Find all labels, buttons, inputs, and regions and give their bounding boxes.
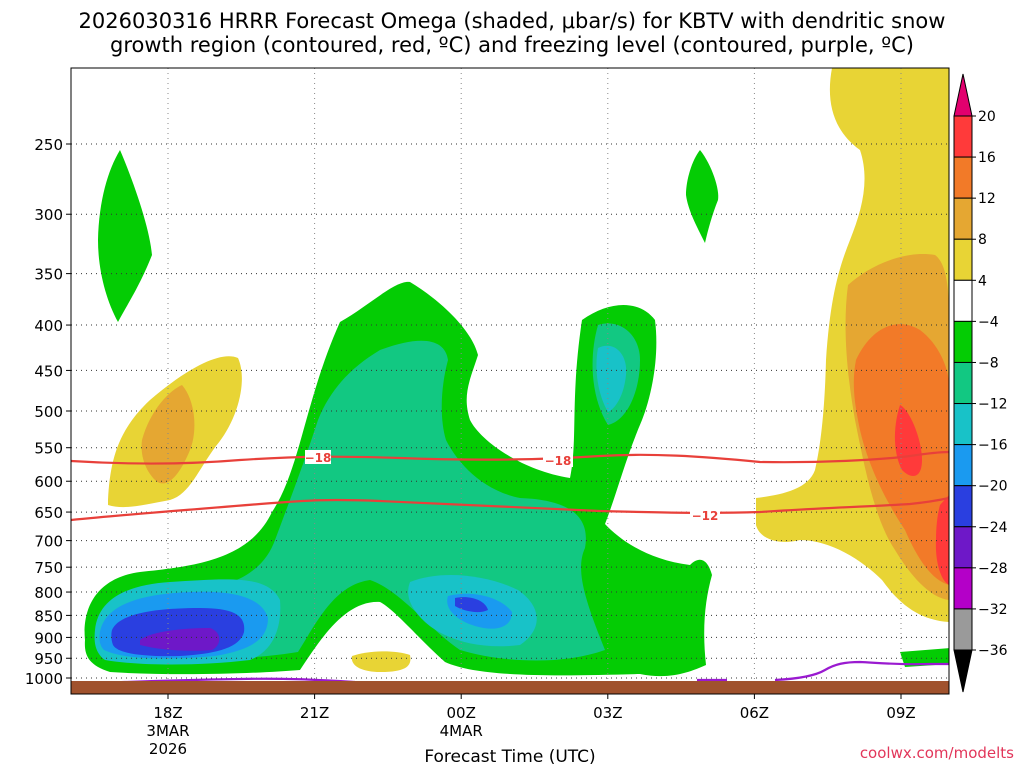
y-tick-label-450: 450 <box>34 362 63 380</box>
colorbar-cell-0 <box>953 115 973 158</box>
y-tick-label-550: 550 <box>34 440 63 458</box>
colorbar-cell-4 <box>953 279 973 322</box>
y-tick-label-700: 700 <box>34 533 63 551</box>
colorbar-label-0: 20 <box>978 109 996 125</box>
chart-title-line1: 2026030316 HRRR Forecast Omega (shaded, … <box>79 9 946 33</box>
x-tick-label-09Z: 09Z <box>886 704 915 722</box>
ground-surface <box>71 681 949 694</box>
colorbar-label-11: −28 <box>978 561 1008 577</box>
credit-text: coolwx.com/modelts <box>860 744 1014 762</box>
colorbar-cell-7 <box>953 403 973 446</box>
y-tick-label-350: 350 <box>34 266 63 284</box>
contour-label-minus12: −12 <box>692 509 719 523</box>
x-tick-label-06Z: 06Z <box>740 704 769 722</box>
colorbar-label-5: −4 <box>978 314 999 330</box>
colorbar: 20 16 12 8 4 −4 −8 −12 −16 −20 −24 −28 −32 −36 <box>953 73 1008 693</box>
contour-minus12 <box>71 496 949 522</box>
colorbar-label-4: 4 <box>978 273 987 289</box>
colorbar-cell-5 <box>953 320 973 363</box>
colorbar-cell-2 <box>953 197 973 240</box>
colorbar-label-8: −16 <box>978 438 1008 454</box>
omega-shading-red <box>894 405 949 585</box>
y-axis-tick-labels: 250 300 350 400 450 500 550 600 650 700 750 800 850 9… <box>25 136 71 688</box>
chart-title-line2: growth region (contoured, red, ºC) and f… <box>110 33 914 57</box>
omega-shading-purple <box>140 628 220 651</box>
colorbar-cell-9 <box>953 485 973 528</box>
colorbar-label-12: −32 <box>978 602 1008 618</box>
colorbar-label-9: −20 <box>978 479 1008 495</box>
x-tick-label-00Z: 00Z <box>447 704 476 722</box>
y-tick-label-600: 600 <box>34 473 63 491</box>
colorbar-cell-10 <box>953 526 973 569</box>
y-tick-label-950: 950 <box>34 650 63 668</box>
colorbar-label-2: 12 <box>978 191 996 207</box>
colorbar-label-10: −24 <box>978 520 1008 536</box>
colorbar-cell-11 <box>953 567 973 610</box>
colorbar-cell-8 <box>953 444 973 487</box>
y-tick-label-650: 650 <box>34 504 63 522</box>
x-tick-date-3MAR: 3MAR <box>146 722 189 740</box>
plot-frame <box>70 67 950 695</box>
contour-labels: −18 −18 −12 <box>305 450 720 523</box>
y-tick-label-900: 900 <box>34 629 63 647</box>
y-tick-label-800: 800 <box>34 584 63 602</box>
x-axis-label: Forecast Time (UTC) <box>424 747 595 767</box>
y-tick-label-300: 300 <box>34 206 63 224</box>
colorbar-label-7: −12 <box>978 397 1008 413</box>
colorbar-cell-3 <box>953 238 973 281</box>
y-tick-label-750: 750 <box>34 559 63 577</box>
colorbar-cell-6 <box>953 361 973 405</box>
x-tick-year-2026: 2026 <box>149 740 187 758</box>
colorbar-label-3: 8 <box>978 232 987 248</box>
colorbar-label-6: −8 <box>978 355 999 371</box>
x-tick-label-21Z: 21Z <box>300 704 329 722</box>
x-tick-label-18Z: 18Z <box>153 704 182 722</box>
y-tick-label-1000: 1000 <box>25 670 63 688</box>
colorbar-label-1: 16 <box>978 150 996 166</box>
y-tick-label-400: 400 <box>34 317 63 335</box>
y-tick-label-500: 500 <box>34 403 63 421</box>
contour-label-minus18-b: −18 <box>545 454 572 468</box>
freezing-contour-right <box>774 660 949 682</box>
colorbar-label-13: −36 <box>978 643 1008 659</box>
colorbar-bottom-triangle <box>953 649 973 693</box>
x-tick-label-03Z: 03Z <box>593 704 622 722</box>
y-tick-label-850: 850 <box>34 607 63 625</box>
colorbar-cell-12 <box>953 608 973 651</box>
colorbar-cell-1 <box>953 156 973 199</box>
plot-area: −18 −18 −12 <box>71 68 949 694</box>
contour-label-minus18-a: −18 <box>305 451 332 465</box>
y-tick-label-250: 250 <box>34 136 63 154</box>
x-tick-date-4MAR: 4MAR <box>440 722 483 740</box>
colorbar-top-triangle <box>953 73 973 117</box>
